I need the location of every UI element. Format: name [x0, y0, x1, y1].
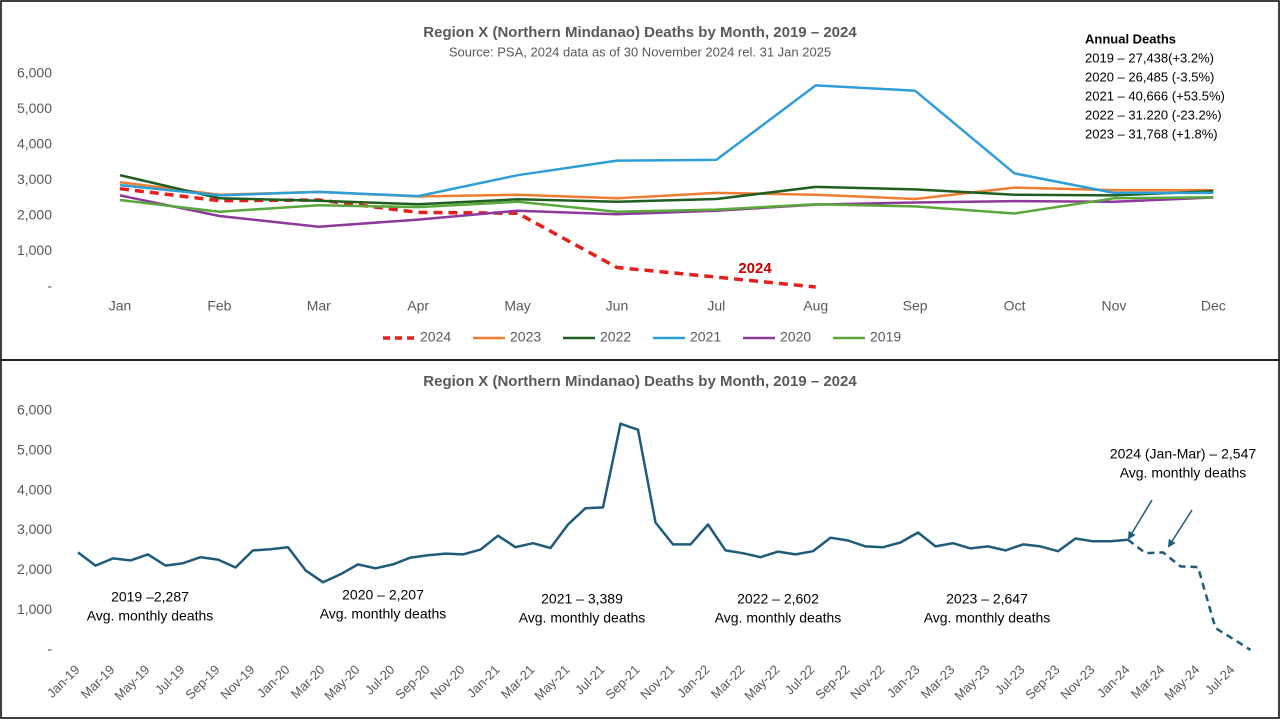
x-tick-label: Jul-24: [1202, 662, 1238, 698]
annual-deaths-line: 2020 – 26,485 (-3.5%): [1085, 69, 1214, 84]
x-tick-label: Dec: [1201, 298, 1226, 314]
series-line: [119, 194, 1214, 228]
y-tick-label: 4,000: [17, 136, 52, 152]
x-tick-label: Jul: [707, 298, 725, 314]
x-tick-label: May-22: [741, 662, 782, 703]
y-tick-label: 6,000: [17, 402, 52, 418]
chart-title: Region X (Northern Mindanao) Deaths by M…: [423, 373, 857, 390]
x-tick-label: May-19: [111, 662, 152, 703]
annotation: 2024 (Jan-Mar) – 2,547: [1110, 446, 1257, 462]
x-tick-label: Mar: [307, 298, 331, 314]
y-tick-label: -: [47, 278, 52, 294]
legend-label: 2022: [600, 329, 631, 345]
x-tick-label: Feb: [207, 298, 231, 314]
series-line: [77, 422, 1129, 584]
arrow: [1167, 509, 1193, 548]
x-tick-label: Jan: [109, 298, 132, 314]
annotation: Avg. monthly deaths: [87, 608, 214, 624]
x-tick-label: May-23: [951, 662, 992, 703]
x-tick-label: Mar-19: [78, 662, 118, 702]
y-tick-label: 3,000: [17, 171, 52, 187]
legend-label: 2024: [420, 329, 451, 345]
x-tick-label: Mar-23: [918, 662, 958, 702]
annotation: Avg. monthly deaths: [924, 610, 1051, 626]
x-tick-label: Nov-19: [217, 662, 257, 702]
annual-deaths-line: 2019 – 27,438(+3.2%): [1085, 50, 1214, 65]
x-tick-label: Oct: [1004, 298, 1026, 314]
x-tick-label: Sep-23: [1022, 662, 1062, 702]
x-tick-label: May: [504, 298, 530, 314]
x-tick-label: Jan-20: [254, 662, 293, 701]
x-tick-label: Nov-21: [637, 662, 677, 702]
annotation: 2019 –2,287: [111, 589, 189, 605]
legend-label: 2023: [510, 329, 541, 345]
x-tick-label: Jan-22: [674, 662, 713, 701]
annual-deaths-title: Annual Deaths: [1085, 31, 1176, 46]
annotation: 2021 – 3,389: [541, 591, 623, 607]
x-tick-label: Aug: [803, 298, 828, 314]
x-tick-label: Sep-22: [812, 662, 852, 702]
legend-label: 2021: [690, 329, 721, 345]
x-tick-label: Sep-19: [182, 662, 222, 702]
x-tick-label: Mar-20: [288, 662, 328, 702]
series-line: [119, 181, 1214, 201]
annotation: 2022 – 2,602: [737, 591, 819, 607]
annual-deaths-line: 2023 – 31,768 (+1.8%): [1085, 126, 1218, 141]
x-tick-label: May-20: [321, 662, 362, 703]
annotation: Avg. monthly deaths: [320, 606, 447, 622]
x-tick-label: May-21: [531, 662, 572, 703]
annual-deaths-line: 2021 – 40,666 (+53.5%): [1085, 88, 1225, 103]
legend-label: 2019: [870, 329, 901, 345]
y-tick-label: 4,000: [17, 481, 52, 497]
x-tick-label: Nov-20: [427, 662, 467, 702]
x-tick-label: May-24: [1161, 662, 1202, 703]
y-tick-label: 6,000: [17, 65, 52, 81]
y-tick-label: 1,000: [17, 242, 52, 258]
y-tick-label: -: [47, 641, 52, 657]
chart-subtitle: Source: PSA, 2024 data as of 30 November…: [449, 44, 831, 59]
x-tick-label: Mar-24: [1128, 662, 1168, 702]
y-tick-label: 5,000: [17, 442, 52, 458]
series-line: [119, 173, 1214, 206]
y-tick-label: 5,000: [17, 100, 52, 116]
x-tick-label: Sep-20: [392, 662, 432, 702]
x-tick-label: Sep: [903, 298, 928, 314]
x-tick-label: Jun: [606, 298, 629, 314]
series-line: [119, 186, 816, 289]
x-tick-label: Jan-21: [464, 662, 503, 701]
x-tick-label: Nov: [1101, 298, 1126, 314]
annotation: 2023 – 2,647: [946, 591, 1028, 607]
y-tick-label: 1,000: [17, 601, 52, 617]
x-tick-label: Nov-22: [847, 662, 887, 702]
chart-title: Region X (Northern Mindanao) Deaths by M…: [423, 24, 857, 41]
legend-label: 2020: [780, 329, 811, 345]
x-tick-label: Apr: [407, 298, 429, 314]
series-line: [119, 195, 1214, 215]
annual-deaths-line: 2022 – 31.220 (-23.2%): [1085, 107, 1222, 122]
y-tick-label: 2,000: [17, 561, 52, 577]
y-tick-label: 3,000: [17, 521, 52, 537]
arrow: [1127, 499, 1153, 540]
x-tick-label: Jan-23: [884, 662, 923, 701]
x-tick-label: Mar-21: [498, 662, 538, 702]
series-line: [119, 84, 1214, 198]
annotation: 2020 – 2,207: [342, 587, 424, 603]
y-tick-label: 2,000: [17, 207, 52, 223]
annotation: Avg. monthly deaths: [519, 610, 646, 626]
series-line: [1127, 538, 1252, 652]
x-tick-label: Jan-24: [1094, 662, 1133, 701]
x-tick-label: Nov-23: [1057, 662, 1097, 702]
annotation: Avg. monthly deaths: [715, 610, 842, 626]
bottom-panel-border: [0, 359, 1280, 719]
annotation: 2024: [738, 260, 772, 277]
x-tick-label: Mar-22: [708, 662, 748, 702]
x-tick-label: Sep-21: [602, 662, 642, 702]
annotation: Avg. monthly deaths: [1120, 465, 1247, 481]
x-tick-label: Jan-19: [44, 662, 83, 701]
